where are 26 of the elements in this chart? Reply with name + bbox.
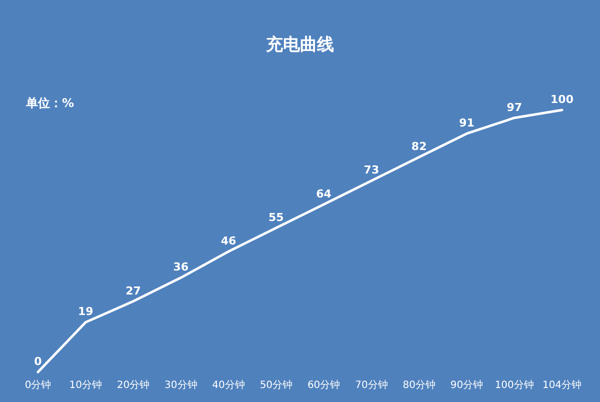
- x-tick-label: 100分钟: [494, 379, 534, 391]
- x-tick-label: 50分钟: [260, 379, 293, 391]
- annotation: 单位：%: [25, 96, 74, 110]
- x-tick-label: 90分钟: [450, 379, 484, 391]
- x-tick-label: 30分钟: [164, 379, 198, 391]
- x-tick-label: 20分钟: [116, 379, 150, 391]
- data-label: 19: [78, 305, 94, 318]
- x-tick-label: 60分钟: [307, 379, 340, 391]
- x-tick-label: 10分钟: [69, 379, 102, 391]
- x-tick-label: 40分钟: [212, 379, 245, 391]
- data-label: 97: [506, 100, 522, 114]
- data-label: 0: [34, 355, 42, 368]
- data-label: 73: [364, 164, 380, 177]
- x-tick-label: 0分钟: [24, 379, 52, 391]
- data-label: 46: [220, 234, 237, 248]
- x-tick-label: 70分钟: [355, 379, 388, 391]
- data-label: 100: [550, 93, 574, 106]
- data-label: 27: [126, 284, 141, 298]
- x-tick-label: 104分钟: [542, 379, 582, 391]
- chart-title: 充电曲线: [265, 35, 334, 55]
- x-tick-label: 80分钟: [402, 379, 436, 391]
- data-label: 64: [316, 187, 332, 200]
- data-label: 82: [411, 140, 427, 154]
- data-label: 36: [173, 260, 189, 274]
- data-label: 55: [268, 210, 284, 224]
- data-label: 91: [459, 116, 474, 130]
